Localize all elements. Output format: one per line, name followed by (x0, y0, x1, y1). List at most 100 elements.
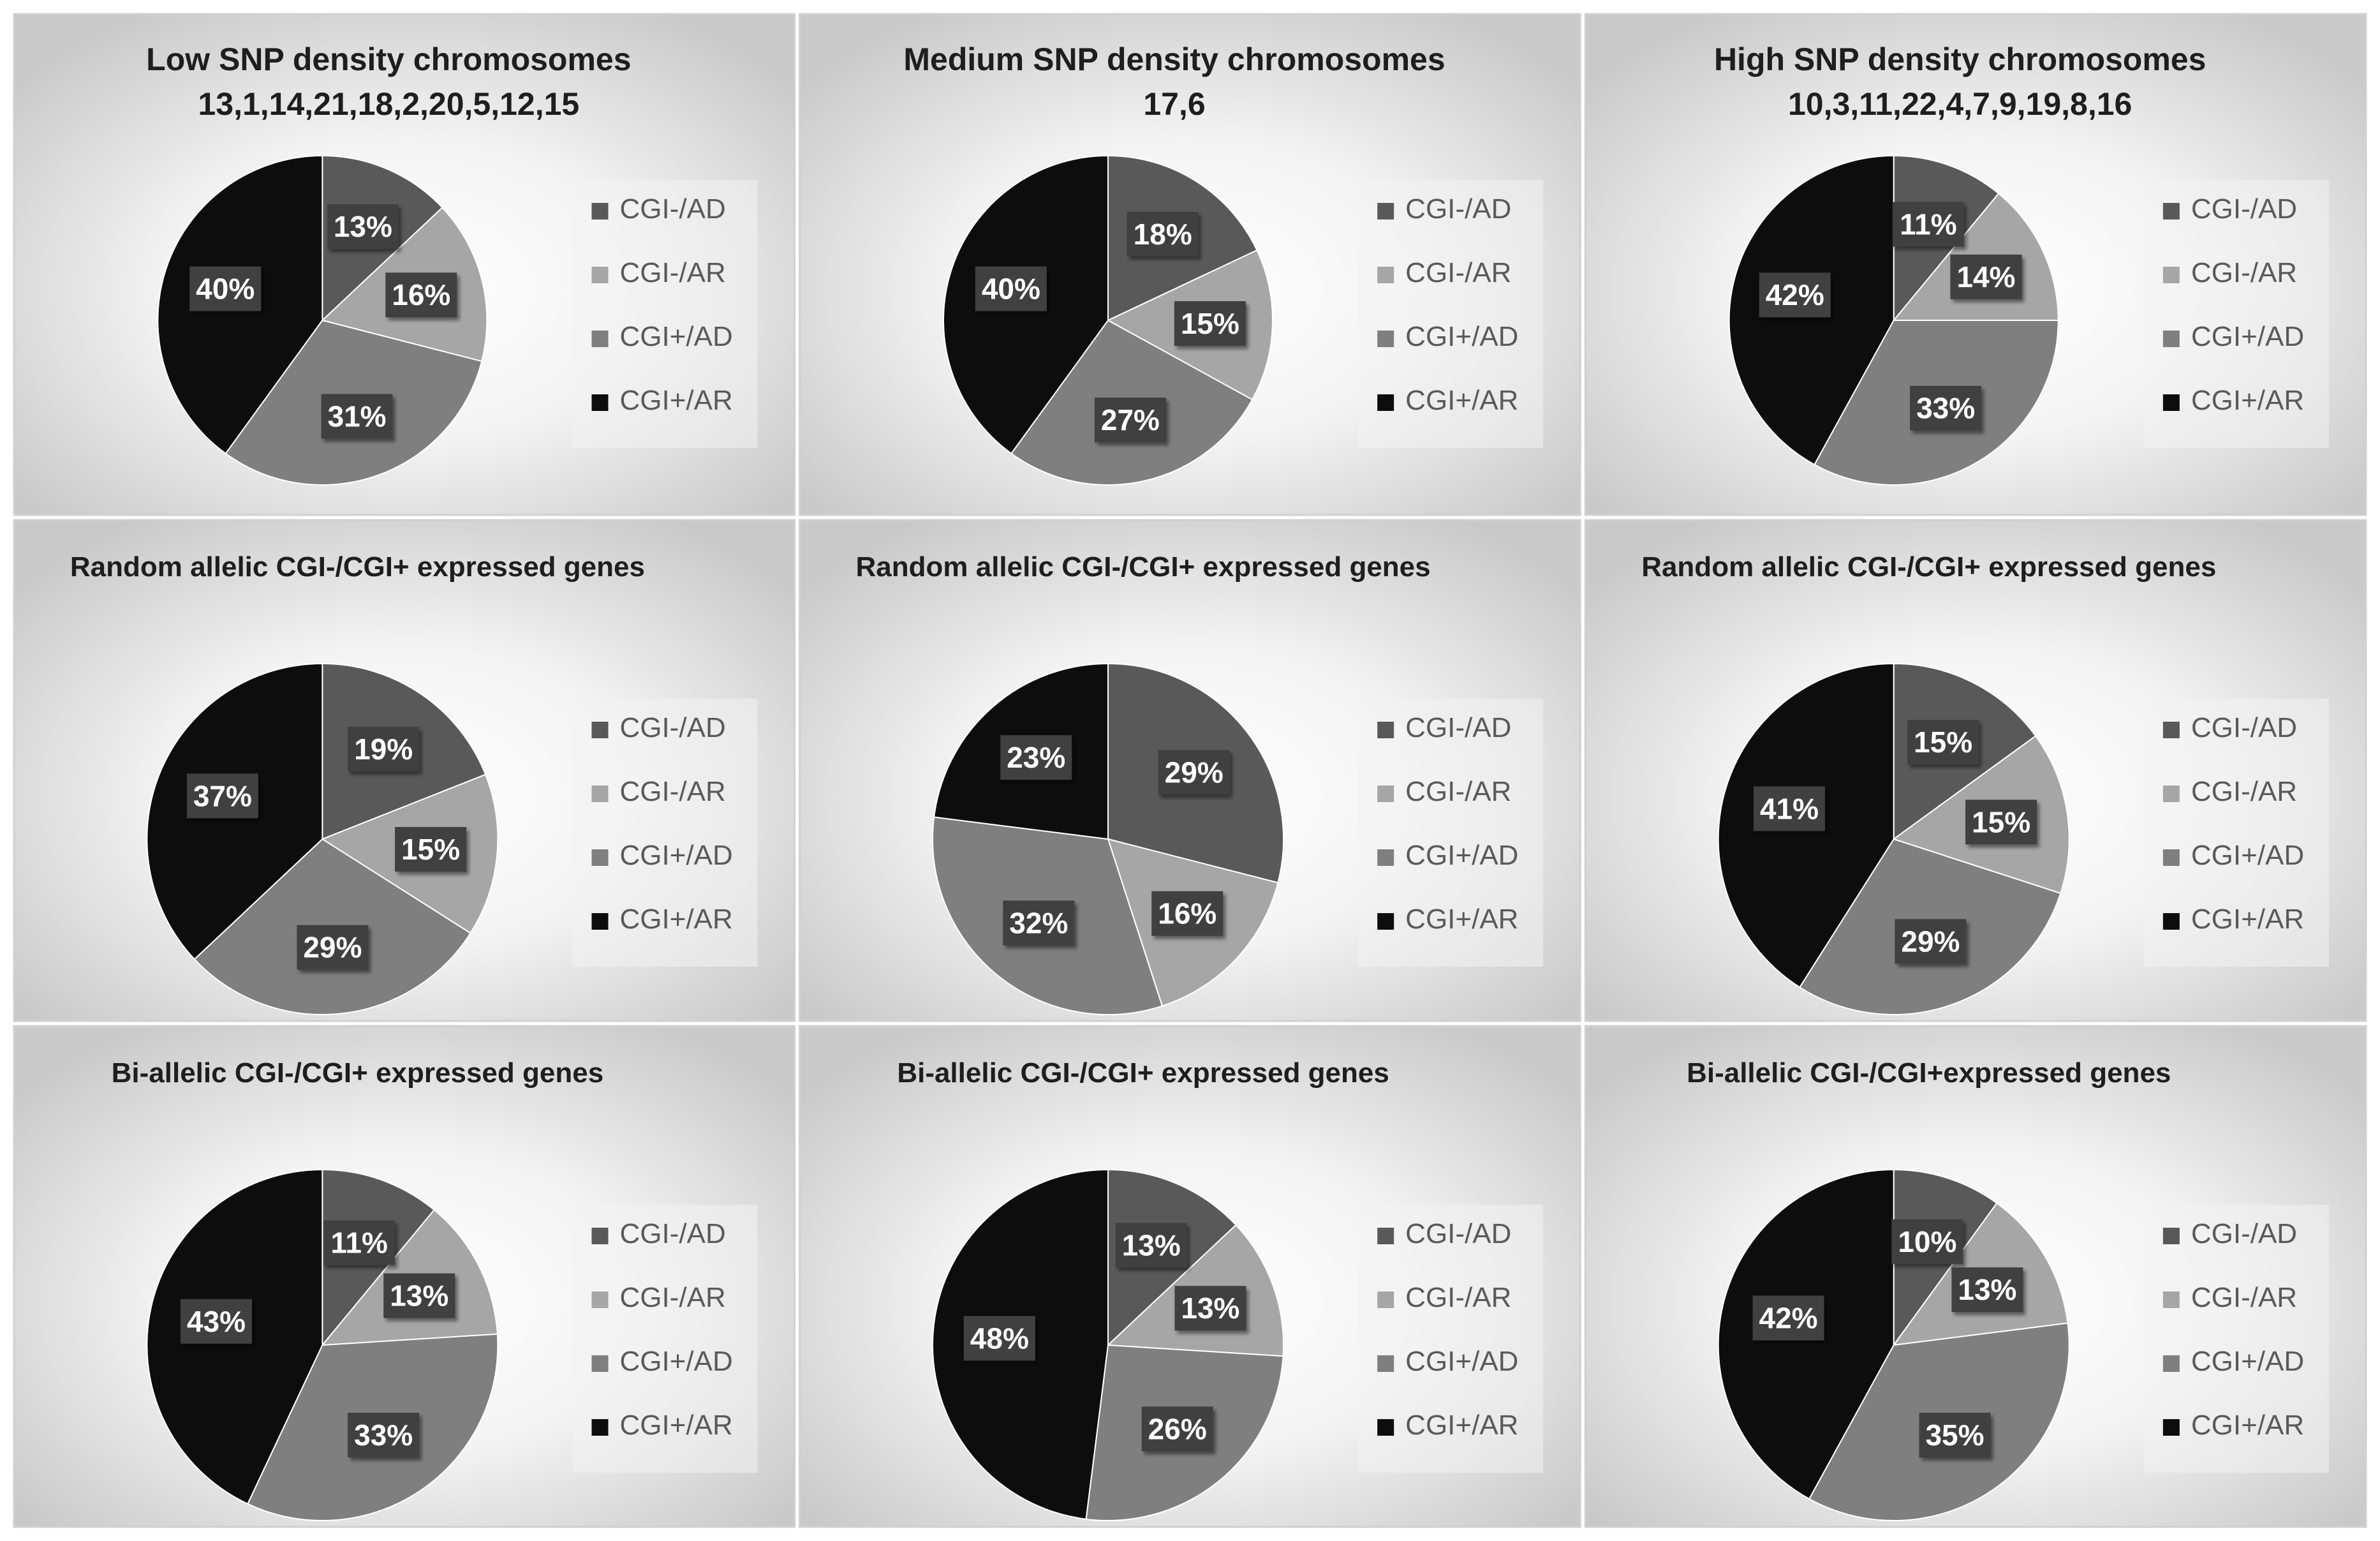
legend-swatch (1377, 1292, 1394, 1308)
chart-title: Random allelic CGI-/CGI+ expressed genes (70, 551, 645, 583)
data-label: 32% (1009, 906, 1068, 939)
legend-swatch (1377, 267, 1394, 283)
legend-label: CGI-/AR (620, 1282, 726, 1313)
data-label-box (1141, 1406, 1213, 1452)
data-label-box (186, 773, 258, 819)
data-label: 40% (196, 272, 255, 306)
legend-label: CGI-/AD (620, 193, 726, 225)
legend-label: CGI+/AD (1405, 321, 1518, 352)
legend-swatch (591, 722, 609, 738)
legend-swatch (2162, 1419, 2180, 1436)
legend-label: CGI+/AD (2191, 840, 2304, 871)
pie-panel-2: Medium SNP density chromosomes 17,6 18% 15%… (799, 13, 1581, 516)
legend-label: CGI-/AR (2191, 257, 2297, 288)
legend-label: CGI-/AR (1405, 776, 1511, 807)
data-label: 23% (1007, 741, 1065, 774)
data-label: 29% (1901, 925, 1960, 958)
data-label-box (975, 266, 1047, 311)
chart-subtitle: 13,1,14,21,18,2,20,5,12,15 (198, 86, 579, 122)
data-label: 16% (392, 278, 450, 311)
legend-label: CGI+/AR (1405, 385, 1518, 416)
data-label-box (1895, 919, 1967, 964)
legend-swatch (591, 331, 609, 347)
chart-title: Bi-allelic CGI-/CGI+ expressed genes (112, 1057, 604, 1089)
data-label-box (1753, 786, 1825, 831)
legend-label: CGI+/AR (620, 904, 733, 935)
data-label: 14% (1956, 260, 2015, 294)
legend-swatch (1377, 203, 1394, 220)
data-label-box (1151, 891, 1223, 936)
data-label-box (348, 726, 420, 771)
legend-swatch (591, 849, 609, 866)
data-label-box (1174, 1286, 1246, 1331)
legend-label: CGI-/AD (1405, 193, 1511, 225)
legend-label: CGI+/AD (2191, 321, 2304, 352)
legend-label: CGI+/AR (1405, 1410, 1518, 1441)
legend-label: CGI-/AD (2191, 712, 2297, 743)
data-label: 29% (1165, 756, 1223, 789)
legend-swatch (2162, 722, 2180, 738)
pie-panel-4: Random allelic CGI-/CGI+ expressed genes… (13, 519, 796, 1022)
legend-swatch (591, 1355, 609, 1372)
data-label-box (180, 1299, 252, 1344)
chart-title: Random allelic CGI-/CGI+ expressed genes (856, 551, 1431, 583)
data-label-box (1127, 211, 1199, 257)
legend-label: CGI-/AD (1405, 1218, 1511, 1249)
data-label: 13% (390, 1279, 448, 1313)
data-label-box (1759, 272, 1831, 318)
pie-panel-5: Random allelic CGI-/CGI+ expressed genes… (799, 519, 1581, 1022)
data-label-box (327, 204, 399, 249)
legend-swatch (2162, 267, 2180, 283)
data-label-box (1950, 254, 2022, 299)
data-label: 16% (1158, 897, 1216, 930)
data-label-box (1892, 202, 1964, 247)
legend-swatch (591, 267, 609, 283)
legend-label: CGI-/AR (1405, 1282, 1511, 1313)
legend-label: CGI-/AR (2191, 776, 2297, 807)
data-label: 35% (1925, 1418, 1984, 1452)
data-label: 13% (1958, 1273, 2016, 1306)
data-label: 13% (1181, 1292, 1239, 1325)
data-label: 33% (1916, 392, 1975, 425)
chart-title: Bi-allelic CGI-/CGI+ expressed genes (897, 1057, 1389, 1089)
legend-swatch (2162, 1228, 2180, 1244)
data-label: 26% (1148, 1412, 1207, 1445)
legend-swatch (591, 1292, 609, 1308)
data-label-box (1000, 735, 1072, 780)
data-label-box (1910, 385, 1982, 431)
legend-label: CGI+/AD (620, 1346, 733, 1377)
legend-swatch (2162, 331, 2180, 347)
legend-swatch (1377, 394, 1394, 411)
pie-panel-1: Low SNP density chromosomes 13,1,14,21,18… (13, 13, 796, 516)
data-label-box (383, 1273, 455, 1318)
data-label-box (1891, 1219, 1963, 1264)
data-label: 43% (187, 1305, 246, 1338)
data-label-box (1174, 301, 1246, 346)
data-label: 42% (1766, 278, 1824, 311)
data-label-box (1158, 750, 1230, 795)
legend-label: CGI+/AR (2191, 385, 2304, 416)
legend-swatch (1377, 331, 1394, 347)
data-label-box (1965, 800, 2037, 845)
data-label: 15% (1972, 805, 2030, 838)
data-label: 42% (1759, 1302, 1817, 1335)
data-label: 29% (303, 931, 362, 964)
chart-title: High SNP density chromosomes (1714, 41, 2206, 77)
legend-swatch (2162, 203, 2180, 220)
panels-layer: Low SNP density chromosomes 13,1,14,21,18… (13, 13, 2367, 1528)
chart-title: Random allelic CGI-/CGI+ expressed genes (1641, 551, 2216, 583)
data-label-box (1752, 1295, 1824, 1341)
legend-swatch (591, 785, 609, 802)
pie-panel-8: Bi-allelic CGI-/CGI+ expressed genes 13%1… (799, 1025, 1581, 1528)
data-label-box (1951, 1267, 2023, 1313)
legend-swatch (2162, 394, 2180, 411)
legend-swatch (591, 394, 609, 411)
legend-label: CGI+/AR (620, 1410, 733, 1441)
legend-label: CGI+/AD (2191, 1346, 2304, 1377)
data-label: 10% (1898, 1225, 1956, 1258)
legend-swatch (2162, 1355, 2180, 1372)
data-label-box (297, 925, 369, 970)
legend-label: CGI+/AD (1405, 1346, 1518, 1377)
legend-label: CGI+/AR (620, 385, 733, 416)
